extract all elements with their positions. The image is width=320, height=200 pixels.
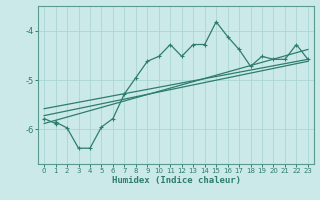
X-axis label: Humidex (Indice chaleur): Humidex (Indice chaleur) bbox=[111, 176, 241, 185]
